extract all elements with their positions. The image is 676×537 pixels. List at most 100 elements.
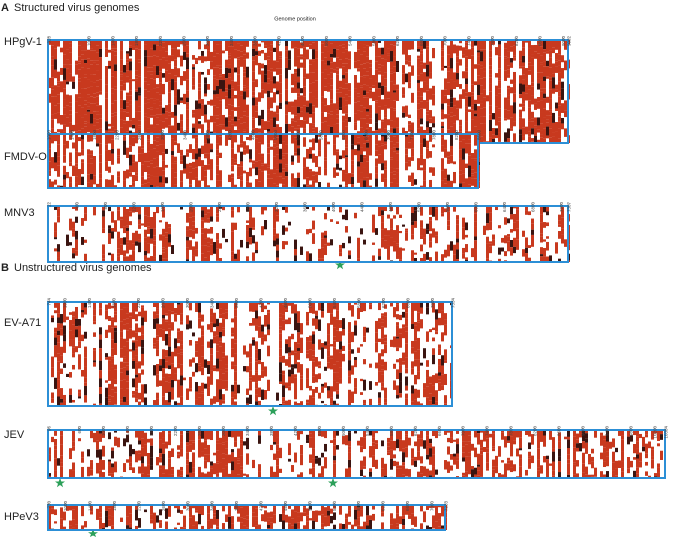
- cell: [375, 81, 378, 89]
- cell: [426, 140, 429, 149]
- cell: [432, 228, 435, 238]
- cell: [207, 138, 210, 144]
- cell: [471, 40, 474, 48]
- cell: [276, 105, 279, 114]
- cell: [159, 114, 162, 121]
- cell: [321, 308, 324, 312]
- cell: [540, 40, 543, 47]
- cell: [546, 110, 549, 116]
- cell: [198, 108, 201, 119]
- cell: [135, 91, 138, 101]
- cell: [567, 448, 570, 455]
- cell: [531, 86, 534, 96]
- cell: [438, 317, 441, 326]
- cell: [177, 68, 180, 78]
- cell: [399, 430, 402, 440]
- cell: [321, 475, 324, 478]
- cell: [327, 60, 330, 66]
- cell: [198, 439, 201, 451]
- cell: [426, 229, 429, 234]
- cell: [66, 105, 69, 118]
- cell: [147, 182, 150, 188]
- cell: [321, 466, 324, 476]
- cell: [213, 50, 216, 57]
- cell: [288, 221, 291, 226]
- cell: [186, 127, 189, 130]
- cell: [504, 56, 507, 59]
- cell: [396, 461, 399, 466]
- cell: [303, 47, 306, 58]
- cell: [186, 53, 189, 58]
- cell: [126, 256, 129, 260]
- cell: [492, 128, 495, 135]
- cell: [114, 122, 117, 130]
- cell: [237, 458, 240, 461]
- cell: [261, 127, 264, 138]
- cell: [426, 121, 429, 128]
- cell: [558, 121, 561, 129]
- cell: [255, 352, 258, 359]
- cell: [138, 93, 141, 96]
- cell: [222, 453, 225, 459]
- cell: [645, 461, 648, 466]
- cell: [561, 88, 564, 100]
- cell: [156, 335, 159, 341]
- cell: [126, 59, 129, 63]
- cell: [393, 307, 396, 318]
- cell: [237, 249, 240, 262]
- cell: [81, 59, 84, 68]
- cell: [57, 257, 60, 262]
- cell: [162, 206, 165, 209]
- cell: [543, 88, 546, 94]
- cell: [75, 112, 78, 124]
- cell: [441, 67, 444, 71]
- cell: [222, 442, 225, 445]
- cell: [384, 117, 387, 129]
- cell: [285, 206, 288, 213]
- cell: [231, 148, 234, 159]
- cell: [285, 89, 288, 102]
- cell: [288, 443, 291, 456]
- cell: [189, 213, 192, 218]
- cell: [426, 468, 429, 477]
- cell: [234, 116, 237, 122]
- cell: [480, 450, 483, 455]
- cell: [588, 474, 591, 478]
- cell: [195, 57, 198, 61]
- cell: [222, 91, 225, 100]
- cell: [225, 380, 228, 389]
- cell: [402, 448, 405, 453]
- cell: [543, 40, 546, 50]
- cell: [432, 47, 435, 59]
- cell: [474, 474, 477, 477]
- cell: [219, 88, 222, 101]
- cell: [381, 136, 384, 144]
- cell: [78, 344, 81, 348]
- cell: [336, 67, 339, 71]
- cell: [525, 68, 528, 79]
- cell: [105, 92, 108, 99]
- cell: [528, 100, 531, 108]
- cell: [231, 338, 234, 349]
- cell: [405, 154, 408, 163]
- cell: [210, 348, 213, 355]
- cell: [465, 430, 468, 442]
- cell: [447, 114, 450, 123]
- cell: [108, 459, 111, 462]
- cell: [558, 96, 561, 106]
- cell: [99, 378, 102, 388]
- cell: [342, 329, 345, 336]
- cell: [105, 66, 108, 77]
- cell: [258, 403, 261, 406]
- cell: [219, 74, 222, 77]
- cell: [420, 456, 423, 464]
- cell: [321, 69, 324, 73]
- cell: [276, 250, 279, 258]
- cell: [363, 47, 366, 52]
- cell: [114, 115, 117, 123]
- cell: [234, 394, 237, 400]
- cell: [147, 474, 150, 478]
- cell: [465, 444, 468, 457]
- cell: [189, 217, 192, 230]
- cell: [96, 45, 99, 53]
